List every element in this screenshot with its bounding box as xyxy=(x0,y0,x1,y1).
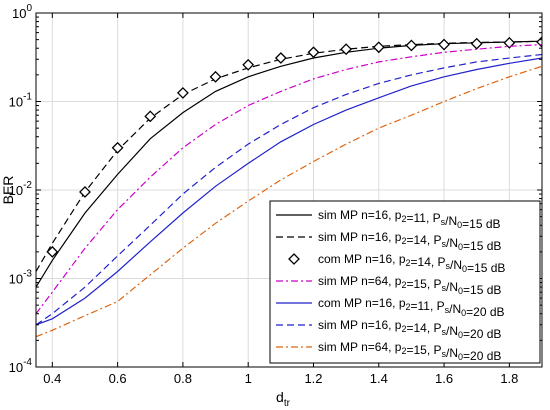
series-2-point-7 xyxy=(274,52,287,64)
legend-marker-2 xyxy=(288,253,300,265)
series-line-6 xyxy=(36,65,542,338)
series-2-point-3 xyxy=(144,110,157,123)
series-2-point-9 xyxy=(340,43,353,56)
legend-label-6: sim MP n=64, p2=15, Ps/N0=20 dB xyxy=(318,340,501,363)
series-2-point-2 xyxy=(111,141,124,154)
series-2-point-11 xyxy=(405,39,418,52)
x-tick-label-2: 0.8 xyxy=(174,371,192,386)
series-2-point-5 xyxy=(209,70,222,83)
y-tick-label-4: 100 xyxy=(12,3,32,21)
x-axis-label-sub: tr xyxy=(284,398,291,409)
series-line-3 xyxy=(36,44,542,315)
x-axis-label-main: d xyxy=(276,389,284,405)
x-tick-label-0: 0.4 xyxy=(43,371,61,386)
series-2-point-14 xyxy=(503,36,516,49)
legend-label-4: com MP n=16, p2=11, Ps/N0=20 dB xyxy=(318,296,505,319)
series-2-point-10 xyxy=(372,41,385,54)
x-tick-label-7: 1.8 xyxy=(500,371,518,386)
x-tick-label-6: 1.6 xyxy=(435,371,453,386)
series-2-point-8 xyxy=(307,46,320,59)
y-tick-label-0: 10-4 xyxy=(9,357,33,375)
series-2-point-1 xyxy=(79,186,91,198)
y-tick-label-1: 10-3 xyxy=(9,269,33,287)
legend-label-0: sim MP n=16, p2=11, Ps/N0=15 dB xyxy=(318,208,501,231)
legend-label-2: com MP n=16, p2=14, Ps/N0=15 dB xyxy=(318,252,505,275)
series-2-point-6 xyxy=(242,58,255,71)
series-group xyxy=(36,36,542,338)
y-tick-label-3: 10-1 xyxy=(9,92,33,110)
y-axis-label: BER xyxy=(0,176,16,205)
x-tick-label-5: 1.4 xyxy=(370,371,388,386)
series-2-point-4 xyxy=(176,87,189,99)
legend-box xyxy=(269,200,541,364)
x-tick-label-4: 1.2 xyxy=(304,371,322,386)
series-2-point-13 xyxy=(470,37,483,50)
series-line-5 xyxy=(36,53,542,326)
legend-label-3: sim MP n=64, p2=15, Ps/N0=15 dB xyxy=(318,274,501,297)
series-2-point-12 xyxy=(438,38,450,51)
y-tick-label-2: 10-2 xyxy=(9,180,33,198)
series-2-point-0 xyxy=(46,245,59,258)
x-tick-label-3: 1 xyxy=(245,371,252,386)
x-tick-label-1: 0.6 xyxy=(109,371,127,386)
x-axis-label: dtr xyxy=(276,389,291,409)
series-line-4 xyxy=(36,57,542,326)
legend-label-1: sim MP n=16, p2=14, Ps/N0=15 dB xyxy=(318,230,501,253)
legend-label-5: sim MP n=16, p2=14, Ps/N0=20 dB xyxy=(318,318,501,341)
